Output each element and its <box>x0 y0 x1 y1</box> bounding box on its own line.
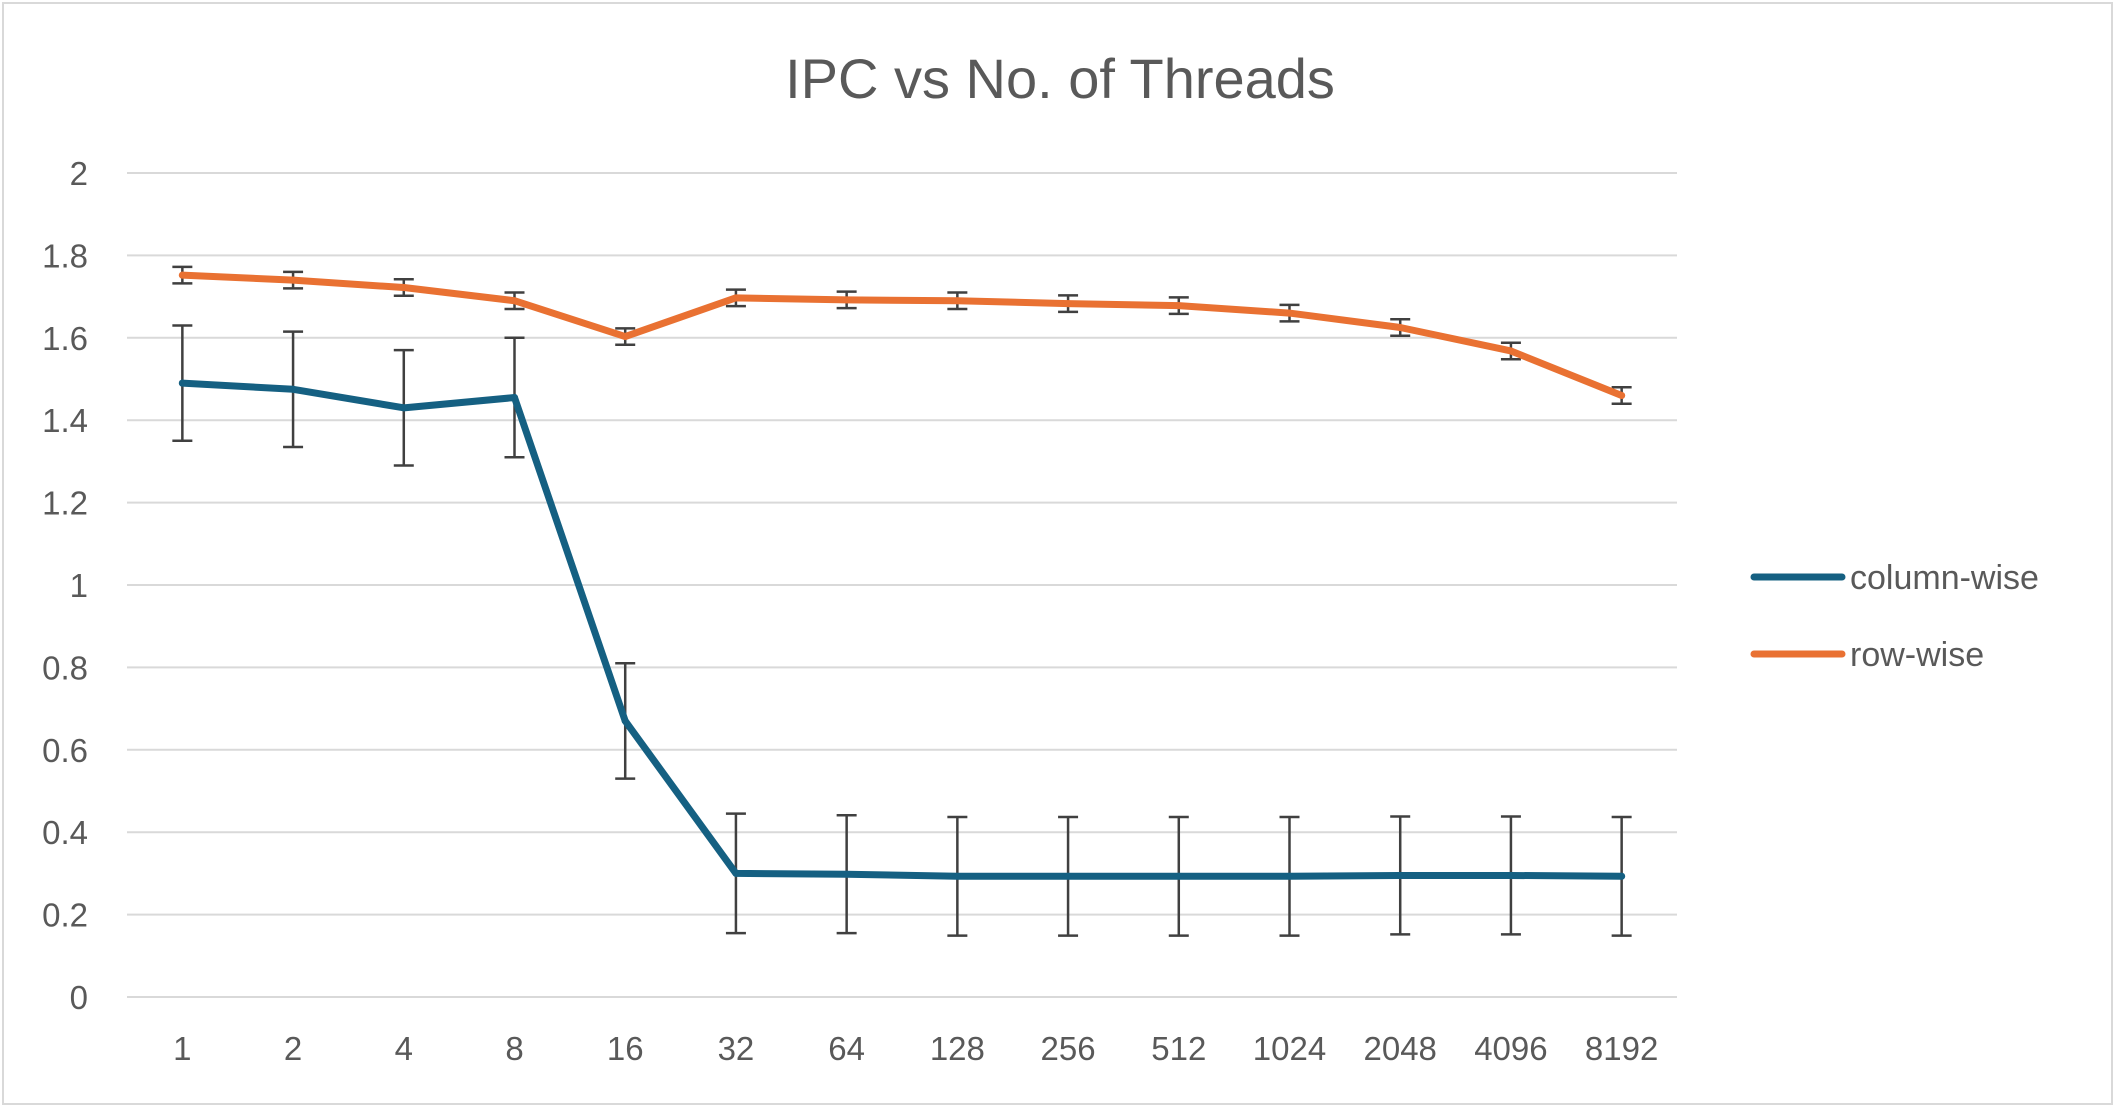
x-tick-label: 2048 <box>1364 1030 1437 1067</box>
y-tick-label: 1.6 <box>42 320 88 357</box>
x-tick-label: 2 <box>284 1030 302 1067</box>
series-column-wise <box>172 324 1632 937</box>
x-tick-label: 8 <box>505 1030 523 1067</box>
data-point <box>511 297 518 305</box>
x-tick-label: 256 <box>1041 1030 1096 1067</box>
x-tick-label: 4 <box>395 1030 413 1067</box>
y-tick-label: 0 <box>70 979 88 1016</box>
data-point <box>621 717 629 725</box>
data-point <box>732 869 740 877</box>
data-point <box>1175 302 1183 310</box>
y-tick-label: 0.8 <box>42 649 88 686</box>
data-point <box>1064 300 1072 308</box>
x-tick-label: 128 <box>930 1030 985 1067</box>
data-point <box>511 394 518 402</box>
series-line-row-wise <box>178 271 1626 399</box>
series-line-column-wise <box>178 379 1626 880</box>
data-point <box>289 385 297 393</box>
legend-label: row-wise <box>1850 636 1984 674</box>
x-tick-label: 1024 <box>1253 1030 1326 1067</box>
data-point <box>400 284 408 292</box>
data-point <box>178 271 186 279</box>
y-tick-label: 2 <box>70 155 88 192</box>
x-tick-label: 1 <box>173 1030 191 1067</box>
x-axis-ticks: 1 2 4 8 16 32 64 128 256 512 1024 2048 4096 8192 <box>173 1030 1658 1067</box>
x-tick-label: 8192 <box>1585 1030 1658 1067</box>
y-tick-label: 0.2 <box>42 897 88 934</box>
data-point <box>289 276 297 284</box>
data-point <box>1286 872 1293 880</box>
data-point <box>1064 872 1072 880</box>
data-point <box>1618 391 1626 399</box>
x-tick-label: 4096 <box>1474 1030 1547 1067</box>
data-point <box>1396 871 1404 879</box>
data-point <box>843 296 851 304</box>
y-tick-label: 1.8 <box>42 237 88 274</box>
legend-item-column-wise: column-wise <box>1750 559 2039 597</box>
data-point <box>1507 871 1515 879</box>
data-point <box>1507 347 1515 355</box>
data-point <box>400 404 408 412</box>
series-row-wise <box>172 265 1632 405</box>
x-tick-label: 512 <box>1151 1030 1206 1067</box>
data-point <box>843 870 851 878</box>
data-point <box>732 294 740 302</box>
y-tick-label: 1.2 <box>42 485 88 522</box>
chart-title: IPC vs No. of Threads <box>785 47 1335 110</box>
y-axis-ticks: 0 0.2 0.4 0.6 0.8 1 1.2 1.4 1.6 1.8 2 <box>42 155 88 1016</box>
legend-item-row-wise: row-wise <box>1750 636 1984 674</box>
x-tick-label: 32 <box>718 1030 755 1067</box>
y-tick-label: 1.4 <box>42 402 88 439</box>
data-point <box>1175 872 1183 880</box>
data-point <box>1286 309 1293 317</box>
data-point <box>1618 872 1626 880</box>
series-layer <box>172 265 1632 937</box>
legend-label: column-wise <box>1850 559 2039 597</box>
data-point <box>178 379 186 387</box>
legend: column-wise row-wise <box>1750 559 2039 674</box>
gridlines <box>127 172 1677 998</box>
data-point <box>953 872 961 880</box>
y-tick-label: 0.4 <box>42 814 88 851</box>
line-chart: IPC vs No. of Threads 0 0.2 0.4 0.6 0.8 1 1.2 1… <box>42 47 2039 1067</box>
y-tick-label: 0.6 <box>42 732 88 769</box>
data-point <box>621 333 629 341</box>
data-point <box>953 297 961 305</box>
x-tick-label: 16 <box>607 1030 644 1067</box>
data-point <box>1396 324 1404 331</box>
y-tick-label: 1 <box>70 567 88 604</box>
x-tick-label: 64 <box>828 1030 865 1067</box>
